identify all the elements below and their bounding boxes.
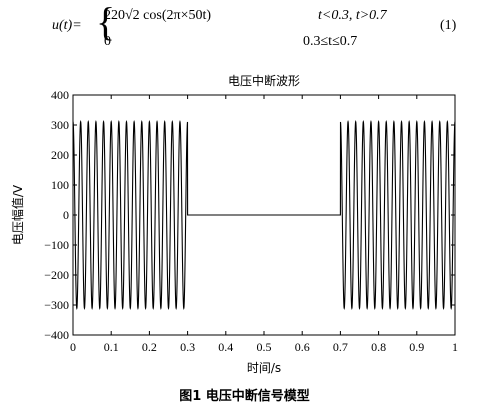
x-tick-label: 0.3 <box>180 340 195 354</box>
x-axis-ticks: 0 0.1 0.2 0.3 0.4 0.5 0.6 0.7 0.8 0.9 1 <box>70 95 458 354</box>
equation-line1-expression: 220√2 cos(2π×50t) <box>104 8 212 23</box>
y-tick-label: 100 <box>51 178 69 192</box>
waveform-line <box>72 120 456 310</box>
x-tick-label: 0.6 <box>295 340 310 354</box>
y-tick-label: −300 <box>44 298 69 312</box>
equation-brace: { <box>96 0 116 44</box>
y-tick-label: 300 <box>51 118 69 132</box>
equation-line1-condition: t<0.3, t>0.7 <box>318 8 387 23</box>
equation-line2-expression: 0 <box>104 34 111 49</box>
y-tick-label: −100 <box>44 238 69 252</box>
x-tick-label: 0.7 <box>333 340 348 354</box>
chart-title: 电压中断波形 <box>228 73 300 88</box>
x-tick-label: 0.8 <box>371 340 386 354</box>
x-tick-label: 0.4 <box>218 340 233 354</box>
x-tick-label: 0.2 <box>142 340 157 354</box>
equation-lhs: u(t)= <box>52 18 82 33</box>
voltage-interruption-chart: 电压中断波形 0 0.1 0.2 0.3 0.4 0.5 0.6 0.7 0.8 0.9 1 400… <box>10 73 458 375</box>
y-tick-label: 200 <box>51 148 69 162</box>
x-axis-label: 时间/s <box>247 361 281 375</box>
y-axis-ticks: 400 300 200 100 0 −100 −200 −300 −400 <box>44 88 455 342</box>
x-tick-label: 0 <box>70 340 76 354</box>
figure-caption: 图1 电压中断信号模型 <box>179 389 310 404</box>
equation: u(t)= { 220√2 cos(2π×50t) t<0.3, t>0.7 0… <box>0 0 489 58</box>
waveform-series <box>72 120 456 310</box>
x-tick-label: 0.5 <box>257 340 272 354</box>
x-tick-label: 0.9 <box>409 340 424 354</box>
y-tick-label: −400 <box>44 328 69 342</box>
equation-line2-condition: 0.3≤t≤0.7 <box>303 34 358 49</box>
equation-number: (1) <box>440 18 457 33</box>
x-tick-label: 0.1 <box>104 340 119 354</box>
x-tick-label: 1 <box>452 340 458 354</box>
y-axis-label: 电压幅值/V <box>10 184 25 245</box>
y-tick-label: 400 <box>51 88 69 102</box>
y-tick-label: −200 <box>44 268 69 282</box>
y-tick-label: 0 <box>63 208 69 222</box>
